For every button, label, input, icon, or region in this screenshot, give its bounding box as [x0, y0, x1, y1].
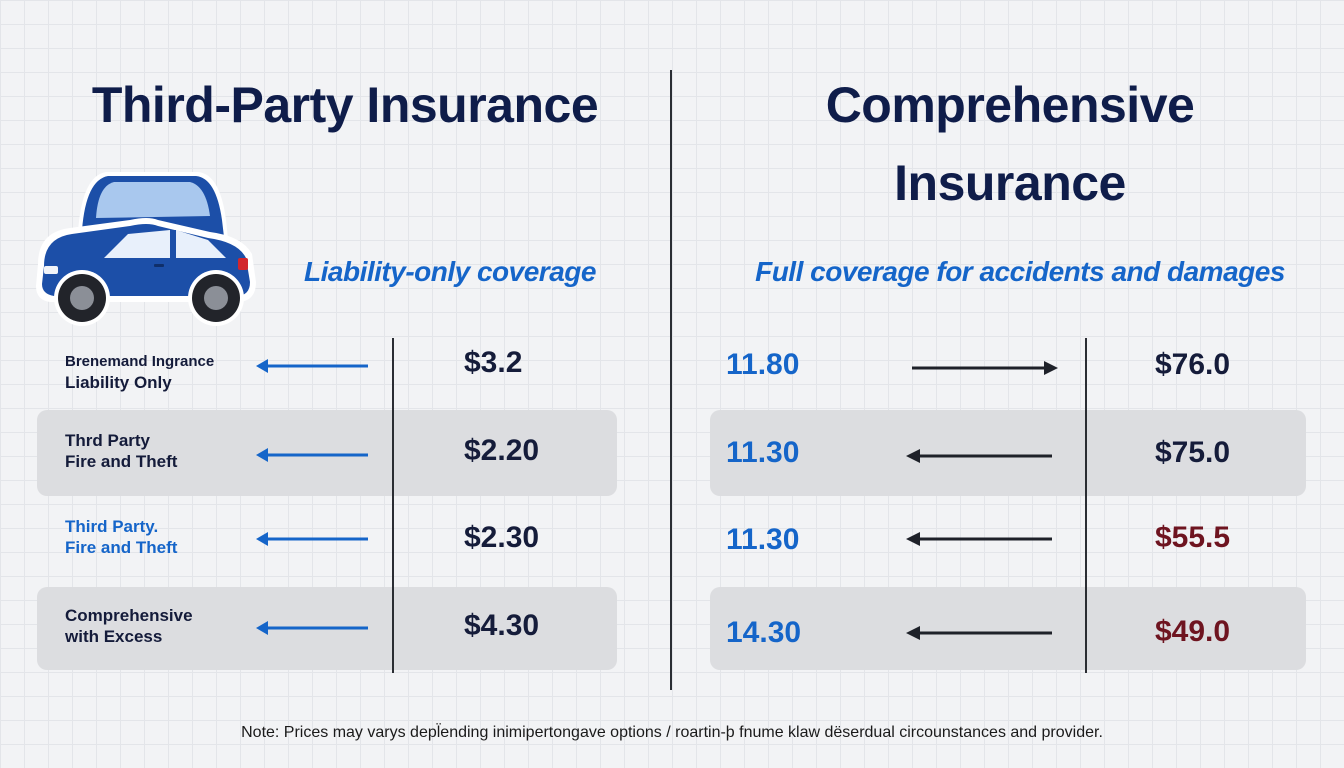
right-arrow-icon: [912, 361, 1058, 375]
right-row-3-value: 11.30: [726, 523, 800, 556]
left-arrow-icon: [256, 532, 368, 546]
right-row-3-price: $55.5: [1155, 521, 1231, 554]
left-table-divider: [392, 338, 394, 673]
left-arrow-icon: [906, 449, 1052, 463]
left-arrow-icon: [256, 359, 368, 373]
comprehensive-title: Comprehensive Insurance: [760, 66, 1260, 222]
comprehensive-subtitle: Full coverage for accidents and damages: [755, 256, 1285, 287]
comprehensive-title-line1: Comprehensive: [825, 77, 1195, 133]
left-row-2-label: Thrd Party Fire and Theft: [65, 431, 178, 471]
right-row-2-price: $75.0: [1155, 436, 1231, 469]
left-row-1-label: Brenemand Ingrance Liability Only: [65, 353, 215, 392]
left-row-3-label: Third Party. Fire and Theft: [65, 517, 178, 557]
left-row-band-2: [37, 410, 617, 496]
right-row-1-price: $76.0: [1155, 348, 1231, 381]
left-row-4-price: $4.30: [464, 609, 540, 642]
right-table-divider: [1085, 338, 1087, 673]
right-row-band-4: [710, 587, 1306, 670]
right-row-4-price: $49.0: [1155, 615, 1231, 648]
right-row-band-2: [710, 410, 1306, 496]
left-arrow-icon: [256, 621, 368, 635]
car-icon: [30, 160, 260, 335]
third-party-subtitle: Liability-only coverage: [304, 256, 596, 287]
center-divider: [670, 70, 672, 690]
left-row-2-price: $2.20: [464, 434, 540, 467]
left-arrow-icon: [256, 448, 368, 462]
left-row-1-price: $3.2: [464, 346, 523, 379]
left-arrow-icon: [906, 532, 1052, 546]
left-arrow-icon: [906, 626, 1052, 640]
third-party-title: Third-Party Insurance: [91, 77, 599, 133]
right-row-4-value: 14.30: [726, 616, 802, 649]
left-row-3-price: $2.30: [464, 521, 540, 554]
comprehensive-title-line2: Insurance: [894, 155, 1126, 211]
right-row-1-value: 11.80: [726, 348, 800, 381]
footnote: Note: Prices may varys depl̈ending inimi…: [241, 724, 1103, 741]
right-row-2-value: 11.30: [726, 436, 800, 469]
left-row-4-label: Comprehensive with Excess: [65, 606, 193, 646]
